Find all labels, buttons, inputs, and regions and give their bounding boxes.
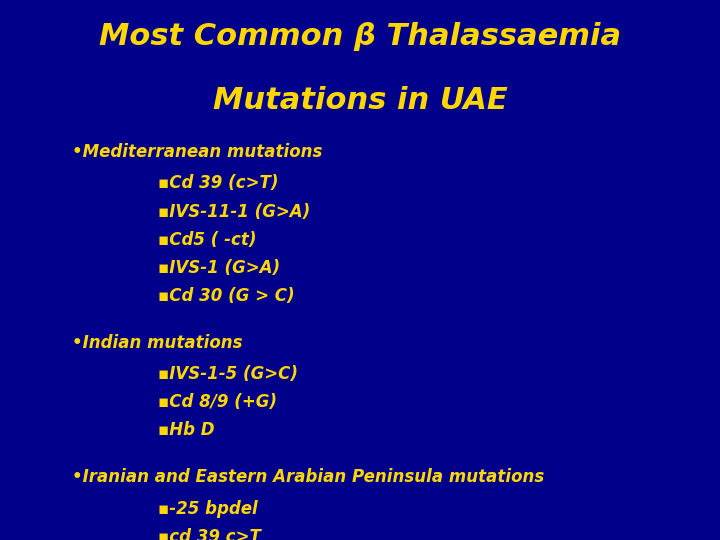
Text: ▪IVS-11-1 (G>A): ▪IVS-11-1 (G>A) [158,202,310,220]
Text: ▪Hb D: ▪Hb D [158,421,215,439]
Text: Most Common β Thalassaemia: Most Common β Thalassaemia [99,22,621,51]
Text: ▪IVS-1 (G>A): ▪IVS-1 (G>A) [158,259,281,276]
Text: •Mediterranean mutations: •Mediterranean mutations [72,143,323,161]
Text: ▪Cd 8/9 (+G): ▪Cd 8/9 (+G) [158,393,277,411]
Text: •Iranian and Eastern Arabian Peninsula mutations: •Iranian and Eastern Arabian Peninsula m… [72,468,544,486]
Text: •Indian mutations: •Indian mutations [72,334,243,352]
Text: ▪Cd 39 (c>T): ▪Cd 39 (c>T) [158,174,279,192]
Text: ▪-25 bpdel: ▪-25 bpdel [158,500,258,517]
Text: ▪Cd 30 (G > C): ▪Cd 30 (G > C) [158,287,295,305]
Text: ▪cd 39 c>T: ▪cd 39 c>T [158,528,261,540]
Text: ▪Cd5 ( -ct): ▪Cd5 ( -ct) [158,231,257,248]
Text: Mutations in UAE: Mutations in UAE [212,86,508,116]
Text: ▪IVS-1-5 (G>C): ▪IVS-1-5 (G>C) [158,365,298,383]
